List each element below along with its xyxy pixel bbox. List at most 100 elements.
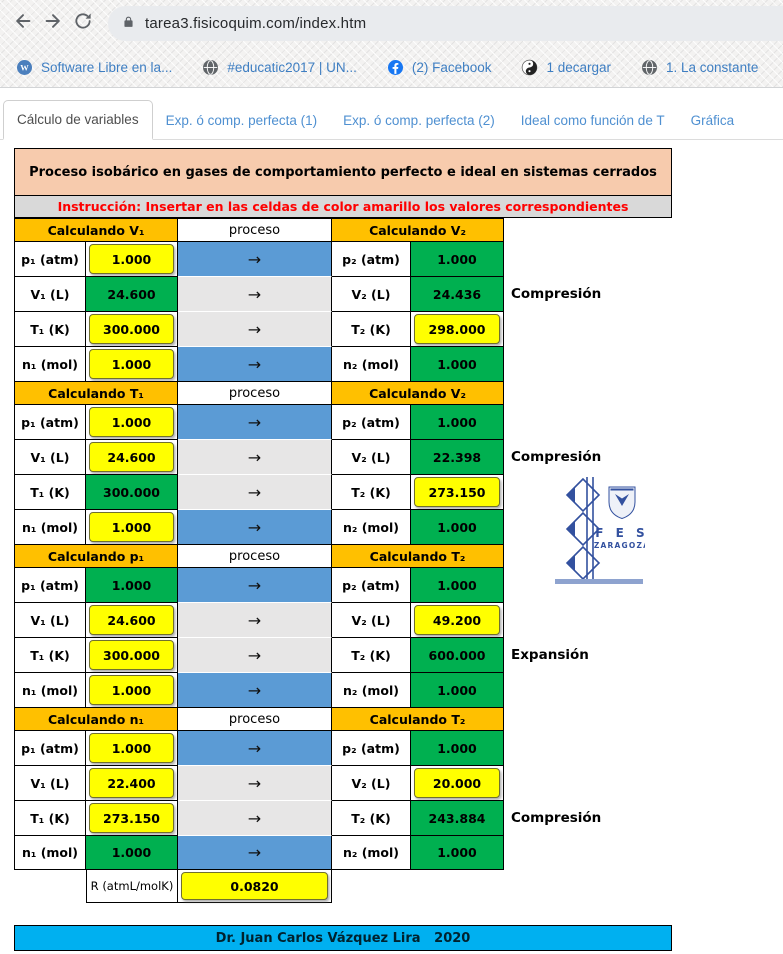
proceso-cell: → bbox=[178, 637, 332, 672]
arrow-right-icon: → bbox=[247, 249, 262, 269]
calc-block: Calculando V₁ proceso Calculando V₂ p₁ (atm… bbox=[14, 218, 601, 381]
forward-arrow-icon bbox=[42, 10, 64, 37]
bookmark-item[interactable]: #educatic2017 | UN... bbox=[202, 59, 357, 76]
input-cell[interactable]: 1.000 bbox=[89, 512, 174, 542]
omnibox[interactable]: tarea3.fisicoquim.com/index.htm bbox=[108, 6, 783, 41]
arrow-right-icon: → bbox=[247, 843, 262, 862]
proceso-cell: → bbox=[178, 311, 332, 346]
calc-table: Calculando V₁ proceso Calculando V₂ p₁ (atm… bbox=[14, 218, 601, 870]
bookmark-label: 1. La constante bbox=[666, 59, 759, 75]
forward-button[interactable] bbox=[38, 7, 68, 41]
var-label: n₂ (mol) bbox=[332, 346, 411, 381]
calc-header-right: Calculando T₂ bbox=[332, 707, 504, 730]
var-label: p₁ (atm) bbox=[14, 241, 86, 276]
result-cell: 1.000 bbox=[86, 835, 178, 870]
input-cell[interactable]: 1.000 bbox=[89, 733, 174, 763]
proceso-header: proceso bbox=[178, 707, 332, 730]
result-cell: 24.436 bbox=[411, 276, 504, 311]
var-label: p₁ (atm) bbox=[14, 730, 86, 765]
result-cell: 1.000 bbox=[411, 835, 504, 870]
tab-ideal-como-funcion-de-t[interactable]: Ideal como función de T bbox=[520, 113, 665, 128]
calc-header-right: Calculando T₂ bbox=[332, 544, 504, 567]
tab-calculo-de-variables[interactable]: Cálculo de variables bbox=[3, 100, 153, 140]
result-cell: 22.398 bbox=[411, 439, 504, 474]
calc-row: T₁ (K) 300.000 → T₂ (K) 600.000 Expansión bbox=[14, 637, 589, 672]
proceso-cell: → bbox=[178, 346, 332, 381]
r-constant-input[interactable]: 0.0820 bbox=[181, 872, 328, 900]
var-label: V₂ (L) bbox=[332, 602, 411, 637]
calc-header-left: Calculando T₁ bbox=[14, 381, 178, 404]
calc-row: p₁ (atm) 1.000 → p₂ (atm) 1.000 bbox=[14, 567, 504, 602]
var-label: V₂ (L) bbox=[332, 439, 411, 474]
bookmark-item[interactable]: (2) Facebook bbox=[387, 59, 492, 76]
input-cell[interactable]: 298.000 bbox=[414, 314, 500, 344]
input-cell[interactable]: 1.000 bbox=[89, 675, 174, 705]
fes-zaragoza-logo: F E S ZARAGOZA bbox=[555, 477, 645, 584]
var-label: p₂ (atm) bbox=[332, 730, 411, 765]
arrow-right-icon: → bbox=[247, 354, 262, 374]
result-cell: 24.600 bbox=[86, 276, 178, 311]
result-cell: 600.000 bbox=[411, 637, 504, 672]
var-label: V₂ (L) bbox=[332, 276, 411, 311]
calc-header-right: Calculando V₂ bbox=[332, 381, 504, 404]
proceso-header: proceso bbox=[178, 218, 332, 241]
calc-row: V₁ (L) 22.400 → V₂ (L) 20.000 bbox=[14, 765, 504, 800]
proceso-cell: → bbox=[178, 439, 332, 474]
reload-button[interactable] bbox=[68, 7, 98, 41]
arrow-right-icon: → bbox=[247, 412, 262, 432]
bookmark-label: (2) Facebook bbox=[411, 59, 492, 75]
input-cell[interactable]: 24.600 bbox=[89, 605, 174, 635]
r-constant-cell: 0.0820 bbox=[178, 870, 332, 903]
calc-row: V₁ (L) 24.600 → V₂ (L) 24.436 Compresión bbox=[14, 276, 601, 311]
input-cell[interactable]: 1.000 bbox=[89, 349, 174, 379]
input-cell[interactable]: 1.000 bbox=[89, 407, 174, 437]
block-header-row: Calculando p₁ proceso Calculando T₂ bbox=[14, 544, 504, 567]
value-cell: 1.000 bbox=[86, 509, 178, 544]
result-cell: 1.000 bbox=[411, 730, 504, 765]
globe-icon bbox=[202, 59, 219, 76]
input-cell[interactable]: 20.000 bbox=[414, 768, 500, 798]
proceso-cell: → bbox=[178, 404, 332, 439]
tab-exp-o-comp-perfecta-2[interactable]: Exp. ó comp. perfecta (2) bbox=[343, 113, 495, 128]
arrow-right-icon: → bbox=[247, 738, 262, 758]
value-cell: 273.150 bbox=[86, 800, 178, 835]
var-label: n₂ (mol) bbox=[332, 509, 411, 544]
tab-grafica[interactable]: Gráfica bbox=[690, 113, 735, 128]
block-header-row: Calculando n₁ proceso Calculando T₂ bbox=[14, 707, 504, 730]
var-label: V₁ (L) bbox=[14, 765, 86, 800]
var-label: V₁ (L) bbox=[14, 439, 86, 474]
var-label: T₂ (K) bbox=[332, 474, 411, 509]
arrow-right-icon: → bbox=[247, 447, 262, 467]
proceso-cell: → bbox=[178, 602, 332, 637]
arrow-right-icon: → bbox=[247, 645, 262, 665]
var-label: n₁ (mol) bbox=[14, 509, 86, 544]
var-label: V₂ (L) bbox=[332, 765, 411, 800]
wordpress-icon: W bbox=[16, 59, 33, 76]
var-label: V₁ (L) bbox=[14, 276, 86, 311]
bookmark-item[interactable]: 1 decargar bbox=[521, 59, 611, 76]
input-cell[interactable]: 300.000 bbox=[89, 314, 174, 344]
result-cell: 1.000 bbox=[411, 567, 504, 602]
back-button[interactable] bbox=[8, 7, 38, 41]
input-cell[interactable]: 300.000 bbox=[89, 640, 174, 670]
logo-text-fes: F E S bbox=[595, 526, 645, 540]
instruction-text: Instrucción: Insertar en las celdas de c… bbox=[14, 196, 672, 218]
input-cell[interactable]: 273.150 bbox=[89, 803, 174, 833]
input-cell[interactable]: 49.200 bbox=[414, 605, 500, 635]
value-cell: 1.000 bbox=[86, 672, 178, 707]
bookmark-item[interactable]: 1. La constante bbox=[641, 59, 758, 76]
input-cell[interactable]: 273.150 bbox=[414, 477, 500, 507]
bookmark-item[interactable]: W Software Libre en la... bbox=[16, 59, 172, 76]
proceso-header: proceso bbox=[178, 381, 332, 404]
input-cell[interactable]: 22.400 bbox=[89, 768, 174, 798]
input-cell[interactable]: 24.600 bbox=[89, 442, 174, 472]
page-title: Proceso isobárico en gases de comportami… bbox=[14, 148, 672, 196]
var-label: T₁ (K) bbox=[14, 800, 86, 835]
tab-exp-o-comp-perfecta-1[interactable]: Exp. ó comp. perfecta (1) bbox=[165, 113, 318, 128]
input-cell[interactable]: 1.000 bbox=[89, 244, 174, 274]
proceso-cell: → bbox=[178, 474, 332, 509]
var-label: n₁ (mol) bbox=[14, 672, 86, 707]
calc-row: n₁ (mol) 1.000 → n₂ (mol) 1.000 bbox=[14, 346, 504, 381]
r-constant-label: R (atmL/molK) bbox=[86, 870, 178, 903]
proceso-cell: → bbox=[178, 241, 332, 276]
